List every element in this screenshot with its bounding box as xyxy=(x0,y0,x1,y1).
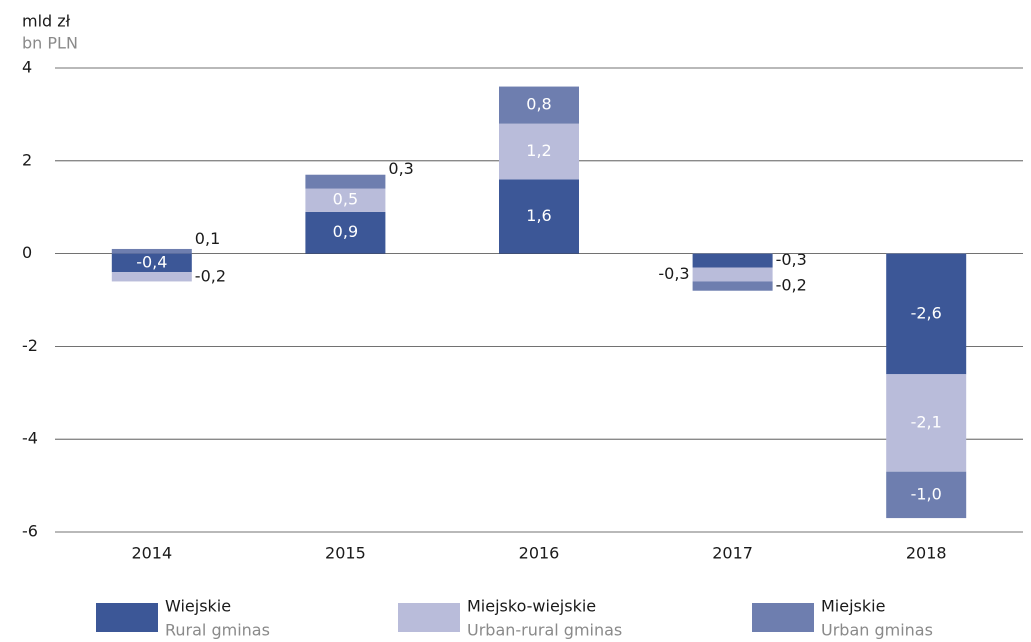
value-label: -0,2 xyxy=(195,266,226,285)
bar-segment xyxy=(499,86,579,124)
y-tick-label: 4 xyxy=(22,58,32,77)
bar-segment xyxy=(111,272,192,282)
value-label: 0,9 xyxy=(333,222,358,241)
bar-segment xyxy=(692,253,773,268)
bar-segment xyxy=(499,179,579,254)
y-tick-label: -6 xyxy=(22,522,38,541)
unit-label: mld zł xyxy=(22,12,71,31)
bar-segment xyxy=(499,123,579,180)
legend-swatch xyxy=(752,603,814,632)
unit-label-en: bn PLN xyxy=(22,34,78,53)
legend-label-en: Rural gminas xyxy=(165,621,270,640)
y-tick-label: -2 xyxy=(22,336,38,355)
value-label: 0,1 xyxy=(195,229,220,248)
value-label: 0,5 xyxy=(333,190,358,209)
legend-swatch xyxy=(398,603,460,632)
y-tick-label: 0 xyxy=(22,243,32,262)
legend-label: Miejsko-wiejskie xyxy=(467,597,596,616)
bar-segment xyxy=(111,253,192,273)
legend-label-en: Urban gminas xyxy=(821,621,933,640)
bar-segment xyxy=(305,174,386,189)
x-tick-label: 2017 xyxy=(712,544,753,563)
bar-segment xyxy=(886,253,967,375)
value-label: -2,1 xyxy=(911,412,942,431)
x-tick-label: 2015 xyxy=(325,544,366,563)
value-label: -0,2 xyxy=(776,276,807,295)
legend-label: Miejskie xyxy=(821,597,885,616)
bar-segment xyxy=(305,211,386,254)
value-label: -0,3 xyxy=(776,250,807,269)
legend-swatch xyxy=(96,603,158,632)
bar-segment xyxy=(886,374,967,472)
y-tick-label: 2 xyxy=(22,150,32,169)
y-tick-label: -4 xyxy=(22,429,38,448)
value-label: -2,6 xyxy=(911,303,942,322)
bar-segment xyxy=(692,267,773,282)
value-label: 1,6 xyxy=(526,206,551,225)
value-label: 0,8 xyxy=(526,95,551,114)
x-tick-label: 2014 xyxy=(131,544,172,563)
legend-label-en: Urban-rural gminas xyxy=(467,621,622,640)
value-label: 1,2 xyxy=(526,141,551,160)
bar-segment xyxy=(111,248,192,254)
value-label: -0,3 xyxy=(658,264,689,283)
x-tick-label: 2018 xyxy=(906,544,947,563)
legend-label: Wiejskie xyxy=(165,597,231,616)
bar-segment xyxy=(305,188,386,212)
value-label: 0,3 xyxy=(388,159,413,178)
bar-segment xyxy=(692,281,773,291)
bar-segment xyxy=(886,471,967,519)
x-tick-label: 2016 xyxy=(519,544,560,563)
value-label: -0,4 xyxy=(136,252,167,271)
value-label: -1,0 xyxy=(911,484,942,503)
